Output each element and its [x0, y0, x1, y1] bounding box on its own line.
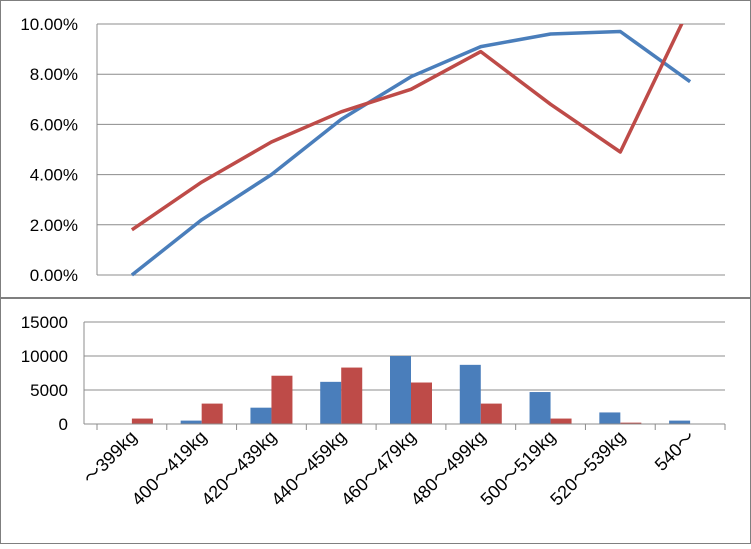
line-y-tick-label: 4.00%	[30, 166, 78, 185]
bar-red	[620, 422, 642, 424]
bar-red	[411, 382, 432, 424]
bar-red	[131, 418, 153, 424]
line-y-tick-label: 8.00%	[30, 65, 78, 84]
bar-blue	[669, 420, 691, 424]
bar-blue	[180, 420, 202, 424]
bar-y-tick-label: 15000	[21, 313, 68, 332]
bar-blue	[390, 356, 411, 424]
bar-red	[550, 418, 572, 424]
line-y-tick-label: 10.00%	[20, 15, 78, 34]
line-series-red	[130, 24, 684, 232]
bar-red	[341, 367, 363, 424]
bar-blue	[250, 407, 272, 424]
bar-red	[480, 403, 502, 424]
bar-y-tick-label: 10000	[21, 347, 68, 366]
line-y-tick-label: 0.00%	[30, 266, 78, 285]
line-series-blue	[130, 29, 692, 277]
bar-red	[201, 403, 223, 424]
line-chart-panel: 0.00% 2.00% 4.00% 6.00% 8.00% 10.00%	[20, 15, 725, 285]
bar-blue	[320, 381, 342, 424]
bar-blue	[599, 412, 621, 424]
bar-y-tick-label: 0	[59, 415, 68, 434]
bar-blue	[529, 392, 551, 424]
bar-blue	[459, 364, 481, 424]
line-y-tick-label: 2.00%	[30, 216, 78, 235]
bar-y-tick-label: 5000	[30, 381, 68, 400]
bar-red	[271, 375, 293, 424]
line-y-tick-label: 6.00%	[30, 115, 78, 134]
